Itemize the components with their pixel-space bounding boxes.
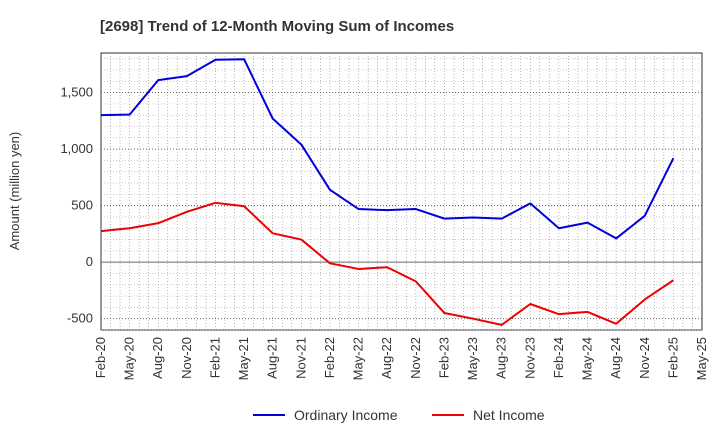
y-tick-label: -500 <box>67 311 93 326</box>
grid-lines <box>101 53 702 331</box>
x-tick-label: Nov-23 <box>522 337 537 379</box>
x-tick-label: Aug-24 <box>608 337 623 379</box>
x-tick-label: May-20 <box>122 337 137 380</box>
series-line-ordinary-income <box>100 58 675 240</box>
x-tick-label: Nov-21 <box>293 337 308 379</box>
x-tick-labels: Feb-20 May-20 Aug-20 Nov-20 Feb-21 May-21 Aug-… <box>93 337 709 380</box>
legend: Ordinary Income Net Income <box>253 407 545 423</box>
plot-area <box>100 52 703 331</box>
x-tick-label: Nov-22 <box>408 337 423 379</box>
x-tick-label: May-22 <box>351 337 366 380</box>
y-tick-label: 500 <box>71 198 93 213</box>
chart-title: [2698] Trend of 12-Month Moving Sum of I… <box>100 18 454 35</box>
x-tick-label: Feb-23 <box>436 337 451 378</box>
x-tick-label: Nov-20 <box>179 337 194 379</box>
x-tick-label: Feb-25 <box>665 337 680 378</box>
x-tick-label: May-25 <box>694 337 709 380</box>
x-tick-label: Nov-24 <box>637 337 652 379</box>
legend-label: Net Income <box>473 407 545 423</box>
y-tick-label: 1,500 <box>60 85 93 100</box>
x-tick-label: Feb-24 <box>551 337 566 378</box>
x-tick-label: Aug-23 <box>494 337 509 379</box>
series-lines <box>100 58 675 326</box>
x-tick-label: Feb-21 <box>207 337 222 378</box>
y-axis-label: Amount (million yen) <box>7 132 22 251</box>
x-tick-label: Aug-22 <box>379 337 394 379</box>
x-tick-label: May-24 <box>580 337 595 380</box>
series-line-net-income <box>100 201 674 326</box>
y-tick-label: 1,000 <box>60 141 93 156</box>
y-tick-label: 0 <box>86 254 93 269</box>
x-tick-label: Feb-20 <box>93 337 108 378</box>
legend-label: Ordinary Income <box>294 407 398 423</box>
plot-frame <box>100 52 703 331</box>
y-tick-labels: -500 0 500 1,000 1,500 <box>60 85 93 326</box>
x-tick-label: May-21 <box>236 337 251 380</box>
x-tick-label: Aug-20 <box>150 337 165 379</box>
x-tick-label: Aug-21 <box>265 337 280 379</box>
x-tick-label: May-23 <box>465 337 480 380</box>
x-tick-label: Feb-22 <box>322 337 337 378</box>
